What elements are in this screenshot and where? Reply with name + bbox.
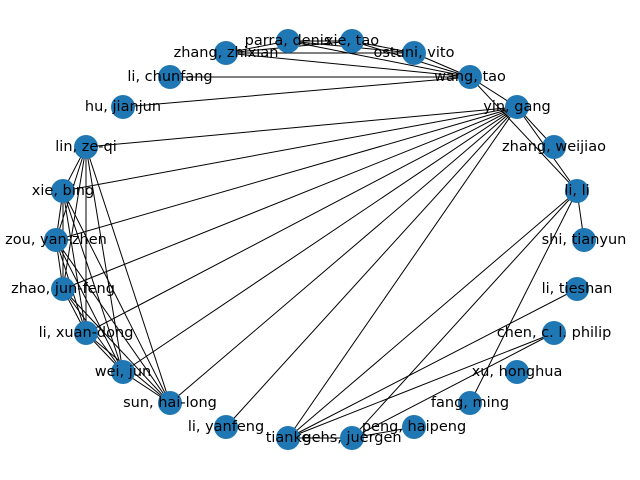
edge-wang-li_li [469,76,578,192]
node-li_ts[interactable] [565,277,589,301]
edge-zou-wei [55,239,124,373]
edge-yin-wei [122,106,518,373]
node-peng[interactable] [402,415,426,439]
edge-yin-li_xd [85,106,518,334]
edge-yin-lin [85,106,518,148]
node-label-fang: fang, ming [431,395,509,411]
node-hu[interactable] [111,95,135,119]
node-layer [44,29,596,450]
edge-li_li-tianke [287,190,578,439]
edge-tianke-chen [287,332,555,439]
edge-yin-li_yf [225,106,518,428]
node-label-hu: hu, jianjun [85,99,161,115]
node-fang[interactable] [458,391,482,415]
node-wang[interactable] [458,65,482,89]
edge-tianke-li_ts [287,288,578,439]
node-label-ostuni: ostuni, vito [374,45,455,61]
node-label-zhao: zhao, jun-feng [11,281,115,297]
node-label-chen: chen, c. l. philip [497,325,612,341]
node-label-yin: yin, gang [483,99,551,115]
node-label-zhang_wj: zhang, weijiao [502,139,606,155]
node-zhang_wj[interactable] [542,135,566,159]
edge-zhao-sun [62,288,171,404]
node-xie_tao[interactable] [340,29,364,53]
node-label-lin: lin, ze-qi [55,139,116,155]
node-label-tianke: tianke [266,430,311,446]
node-zhang_zx[interactable] [214,41,238,65]
node-label-xu: xu, honghua [472,364,563,380]
edge-lin-sun [85,146,171,404]
node-label-shi: shi, tianyun [542,232,627,248]
node-label-zou: zou, yan-zhen [5,232,107,248]
node-label-li_cf: li, chunfang [127,69,212,85]
edge-yin-zhao [62,106,518,290]
edge-lin-wei [85,146,124,373]
node-xu[interactable] [505,360,529,384]
edge-yin-sun [169,106,518,404]
edge-li_li-gehs [351,190,578,439]
node-li_li[interactable] [565,179,589,203]
node-parra[interactable] [276,29,300,53]
node-label-sun: sun, hai-long [123,395,217,411]
edge-gehs-chen [351,332,555,439]
node-li_yf[interactable] [214,415,238,439]
node-li_cf[interactable] [158,65,182,89]
node-gehs[interactable] [340,426,364,450]
edge-yin-xie_bing [62,106,518,192]
node-zou[interactable] [44,228,68,252]
edge-wang-hu [122,76,471,108]
node-label-wei: wei, jun [95,364,151,380]
node-ostuni[interactable] [402,41,426,65]
node-tianke[interactable] [276,426,300,450]
node-label-li_yf: li, yanfeng [188,419,264,435]
edge-wang-zhang_zx [225,52,471,78]
node-label-zhang_zx: zhang, zhixian [174,45,279,61]
node-label-xie_tao: xie, tao [325,33,379,49]
node-label-xie_bing: xie, bing [32,183,94,199]
node-zhao[interactable] [51,277,75,301]
edge-xie_bing-sun [62,190,171,404]
node-label-li_xd: li, xuan-dong [39,325,134,341]
node-shi[interactable] [572,228,596,252]
edge-lin-zhao [62,146,87,290]
node-label-wang: wang, tao [434,69,506,85]
edge-yin-zou [55,106,518,241]
edge-zou-sun [55,239,171,404]
node-yin[interactable] [505,95,529,119]
node-label-li_li: li, li [564,183,589,199]
edge-wang-parra [287,40,471,78]
node-chen[interactable] [542,321,566,345]
node-li_xd[interactable] [74,321,98,345]
node-label-parra: parra, denis [245,33,332,49]
node-label-gehs: gehs, juergen [302,430,401,446]
edge-yin-tianke [287,106,518,439]
node-label-li_ts: li, tieshan [542,281,613,297]
node-xie_bing[interactable] [51,179,75,203]
node-label-peng: peng, haipeng [362,419,466,435]
node-sun[interactable] [158,391,182,415]
node-wei[interactable] [111,360,135,384]
node-lin[interactable] [74,135,98,159]
